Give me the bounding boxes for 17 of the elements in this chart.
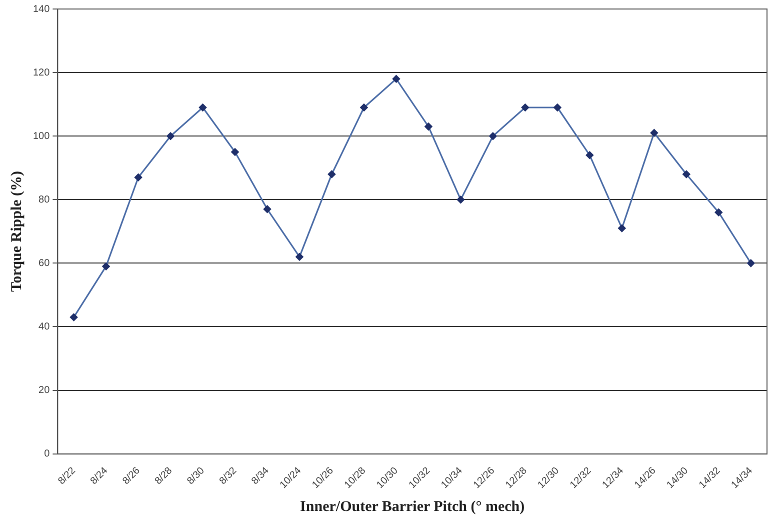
x-tick-label: 8/22: [56, 465, 78, 487]
x-tick-label: 8/24: [88, 465, 110, 487]
y-tick-label: 100: [32, 130, 50, 142]
y-tick-label: 0: [44, 448, 50, 460]
y-tick-label: 80: [38, 194, 50, 206]
y-tick-label: 140: [32, 4, 50, 15]
y-tick-label: 20: [38, 385, 50, 396]
y-axis-title: Torque Ripple (%): [8, 170, 25, 292]
y-tick-label: 120: [32, 67, 50, 78]
x-tick-label: 8/26: [120, 465, 143, 487]
y-tick-label: 40: [38, 321, 50, 332]
x-axis-title: Inner/Outer Barrier Pitch (° mech): [300, 498, 525, 515]
y-tick-label: 60: [38, 258, 50, 269]
x-tick-label: 8/32: [218, 465, 240, 487]
x-tick-label: 8/34: [250, 465, 272, 487]
x-tick-label: 8/30: [185, 465, 208, 487]
x-tick-label: 8/28: [153, 465, 175, 487]
